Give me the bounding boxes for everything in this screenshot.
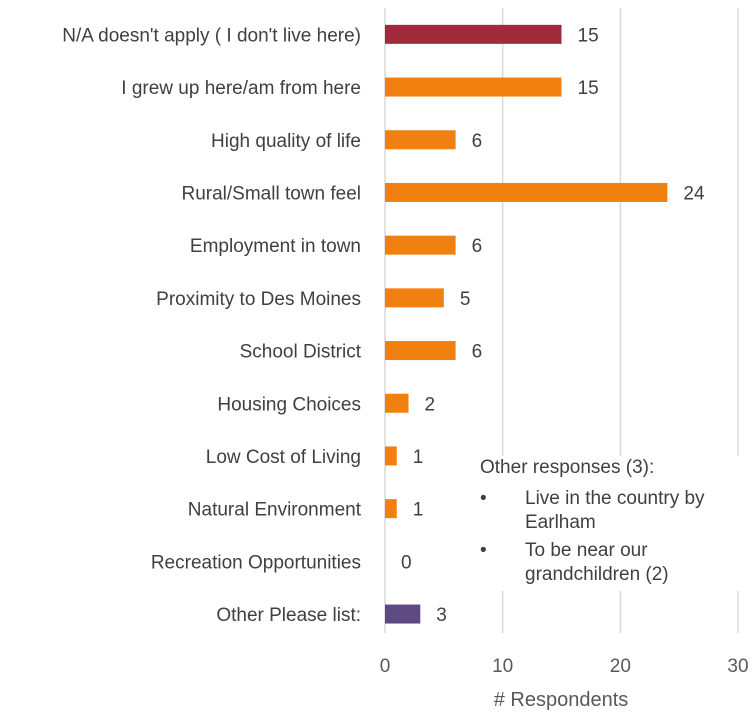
other-responses-note: Other responses (3): • Live in the count… [480, 456, 742, 591]
bar [385, 24, 562, 44]
bar [385, 446, 397, 466]
bar [385, 604, 421, 624]
data-label: 6 [472, 236, 483, 257]
note-item-text: Live in the country by Earlham [525, 488, 705, 533]
data-label: 3 [436, 605, 447, 626]
category-labels: N/A doesn't apply ( I don't live here) I … [62, 25, 361, 626]
bar [385, 288, 444, 308]
bar [385, 77, 562, 97]
note-item-text: To be near our grandchildren (2) [525, 540, 669, 585]
category-label: Employment in town [190, 236, 361, 257]
category-label: Rural/Small town feel [181, 183, 361, 204]
x-tick-labels: 0 10 20 30 [380, 656, 749, 677]
category-label: I grew up here/am from here [121, 78, 361, 99]
note-item: • Live in the country by Earlham [480, 487, 742, 535]
category-label: Other Please list: [216, 605, 361, 626]
x-axis-title: # Respondents [494, 689, 629, 711]
data-label: 6 [472, 342, 483, 363]
x-tick-label: 30 [727, 656, 748, 677]
bullet-icon: • [480, 540, 487, 561]
data-label: 6 [472, 131, 483, 152]
data-label: 15 [578, 25, 599, 46]
category-label: Natural Environment [188, 500, 362, 521]
bar [385, 499, 397, 519]
note-title: Other responses (3): [480, 457, 655, 478]
category-label: Housing Choices [217, 394, 361, 415]
data-label: 15 [578, 78, 599, 99]
category-label: N/A doesn't apply ( I don't live here) [62, 25, 361, 46]
category-label: Recreation Opportunities [151, 552, 361, 573]
bar [385, 235, 456, 255]
bar [385, 341, 456, 361]
data-label: 2 [425, 394, 436, 415]
note-list: • Live in the country by Earlham • To be… [480, 487, 742, 587]
category-label: Low Cost of Living [206, 447, 361, 468]
bars [385, 24, 668, 624]
data-label: 0 [401, 552, 412, 573]
bar [385, 393, 409, 413]
data-label: 5 [460, 289, 471, 310]
x-tick-label: 20 [610, 656, 631, 677]
data-label: 24 [683, 183, 705, 204]
note-item: • To be near our grandchildren (2) [480, 539, 742, 587]
category-label: High quality of life [211, 131, 361, 152]
data-label: 1 [413, 447, 424, 468]
value-labels: 15 15 6 24 6 5 6 2 1 1 0 3 [401, 25, 705, 626]
category-label: Proximity to Des Moines [156, 289, 361, 310]
x-tick-label: 10 [492, 656, 513, 677]
data-label: 1 [413, 500, 424, 521]
category-label: School District [240, 342, 362, 363]
bullet-icon: • [480, 488, 487, 509]
bar [385, 182, 668, 202]
x-tick-label: 0 [380, 656, 391, 677]
bar [385, 130, 456, 150]
